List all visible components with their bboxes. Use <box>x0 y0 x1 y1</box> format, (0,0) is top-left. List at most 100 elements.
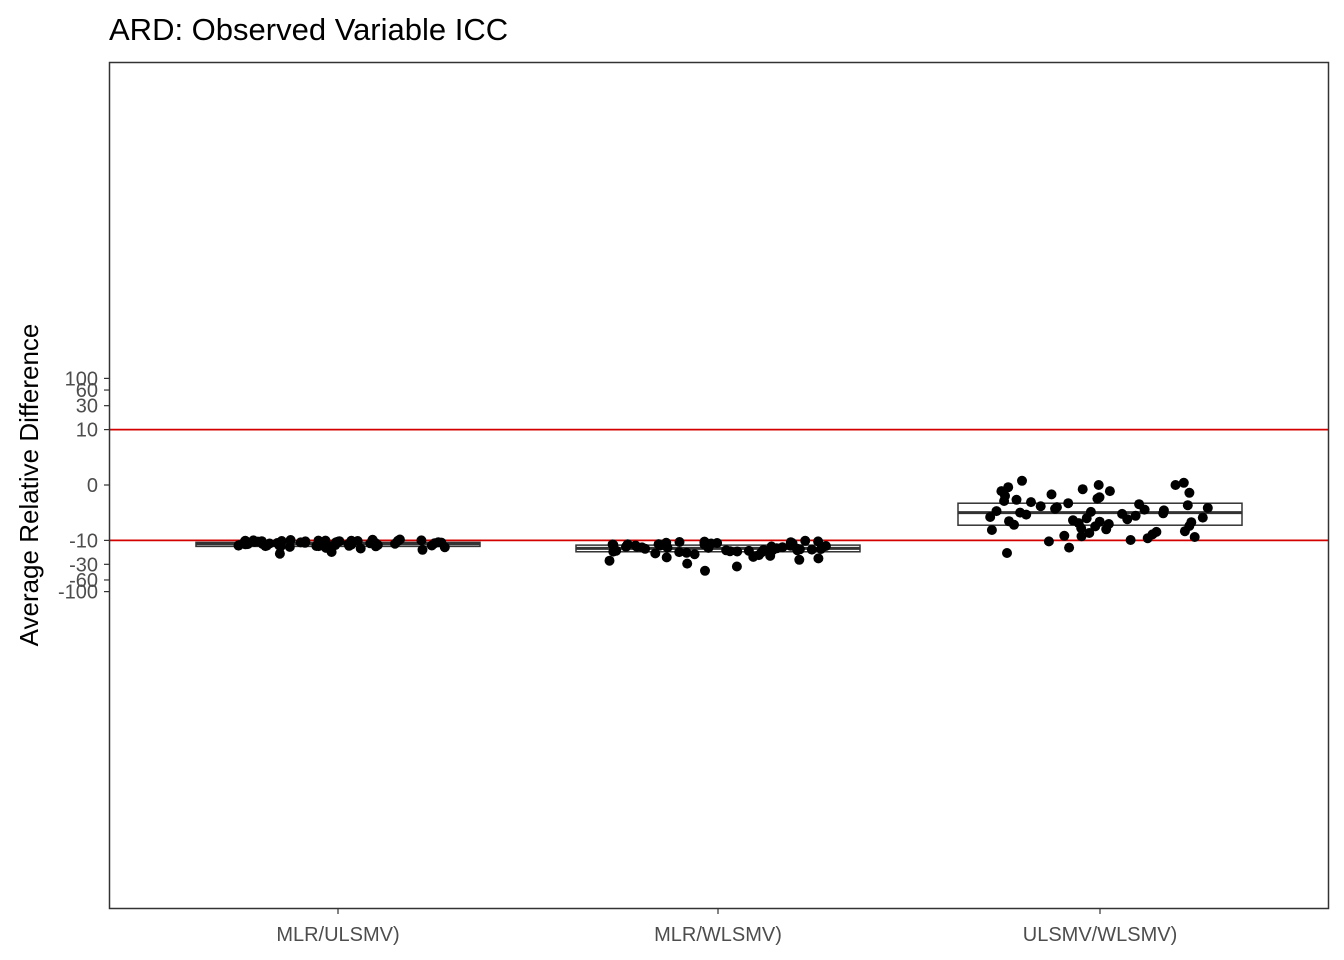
data-point-2-33 <box>1000 490 1010 501</box>
data-point-2-25 <box>1189 532 1200 542</box>
data-point-2-12 <box>1021 509 1032 520</box>
data-point-0-31 <box>284 541 295 552</box>
data-point-2-58 <box>1104 486 1115 497</box>
data-point-2-46 <box>1130 510 1141 521</box>
data-point-2-57 <box>1186 517 1197 528</box>
data-point-2-54 <box>1094 492 1105 503</box>
data-point-0-7 <box>416 535 427 546</box>
data-point-2-42 <box>1101 524 1112 535</box>
data-point-2-0 <box>1170 480 1181 490</box>
data-point-2-19 <box>1076 523 1087 534</box>
data-point-1-16 <box>806 544 817 555</box>
data-point-0-52 <box>252 536 263 547</box>
data-point-1-55 <box>607 539 618 550</box>
data-point-2-35 <box>1051 502 1062 513</box>
data-point-1-52 <box>640 543 651 554</box>
data-point-2-34 <box>1026 497 1036 508</box>
data-point-0-41 <box>300 537 310 548</box>
data-point-1-0 <box>813 536 824 547</box>
data-point-2-24 <box>1059 530 1070 541</box>
data-point-1-29 <box>813 553 824 564</box>
data-point-1-32 <box>731 561 742 572</box>
y-tick-label-7: 60 <box>76 380 98 402</box>
data-point-2-45 <box>1182 500 1193 511</box>
data-point-1-43 <box>661 537 672 548</box>
data-point-0-33 <box>439 542 450 553</box>
data-point-1-35 <box>820 541 831 551</box>
plot-panel-border <box>108 61 1330 910</box>
y-tick-label-5: 10 <box>76 420 98 442</box>
data-point-1-22 <box>674 547 685 558</box>
data-point-0-50 <box>390 538 400 549</box>
data-point-0-47 <box>274 548 285 559</box>
data-point-1-30 <box>604 555 615 566</box>
y-axis-label: Average Relative Difference <box>14 324 44 647</box>
data-point-2-48 <box>1184 487 1195 498</box>
data-point-2-28 <box>1043 536 1054 547</box>
data-point-2-7 <box>1063 498 1074 509</box>
data-point-1-57 <box>785 537 796 548</box>
data-point-0-48 <box>355 543 366 554</box>
data-point-1-39 <box>706 538 717 549</box>
data-point-2-2 <box>1093 480 1104 490</box>
data-point-0-53 <box>272 538 283 548</box>
data-point-2-56 <box>1158 508 1169 519</box>
data-point-2-39 <box>1068 515 1078 526</box>
data-point-0-45 <box>417 544 428 555</box>
data-point-2-52 <box>1179 526 1190 537</box>
data-point-2-44 <box>1011 494 1022 505</box>
x-tick-label-0: MLR/ULSMV) <box>276 924 399 946</box>
y-tick-label-6: 30 <box>76 396 98 418</box>
data-point-2-37 <box>1117 508 1128 519</box>
data-point-2-30 <box>1002 548 1012 558</box>
data-point-1-23 <box>681 547 692 558</box>
data-point-1-48 <box>748 551 759 562</box>
data-point-0-57 <box>313 541 324 552</box>
data-point-1-31 <box>682 558 693 569</box>
data-point-1-28 <box>661 552 672 563</box>
data-point-2-20 <box>986 525 997 535</box>
data-point-1-49 <box>794 554 805 565</box>
data-point-1-25 <box>689 549 700 560</box>
y-tick-label-0: -100 <box>58 582 98 604</box>
y-tick-label-3: -10 <box>69 530 98 552</box>
data-point-2-13 <box>985 512 996 522</box>
data-point-1-27 <box>765 550 776 561</box>
y-tick-label-1: -60 <box>69 570 98 592</box>
data-point-0-58 <box>372 540 383 550</box>
data-point-2-36 <box>991 506 1002 517</box>
data-point-2-29 <box>1064 542 1075 553</box>
data-point-1-38 <box>732 546 743 557</box>
data-point-2-22 <box>1084 528 1095 538</box>
data-point-2-59 <box>1202 502 1213 513</box>
data-point-2-50 <box>1085 506 1096 517</box>
data-point-1-1 <box>674 537 685 547</box>
data-point-2-8 <box>1035 501 1046 512</box>
data-point-1-47 <box>756 547 767 558</box>
chart-title: ARD: Observed Variable ICC <box>109 12 508 47</box>
data-point-1-50 <box>653 539 664 550</box>
data-point-2-43 <box>1077 484 1088 495</box>
data-point-2-26 <box>1142 533 1153 544</box>
data-point-2-51 <box>1197 512 1208 523</box>
data-point-0-56 <box>233 540 244 551</box>
data-point-2-32 <box>1003 482 1014 493</box>
data-point-2-4 <box>1046 489 1057 500</box>
y-tick-label-4: 0 <box>87 475 98 497</box>
data-point-0-36 <box>343 538 354 549</box>
data-point-1-33 <box>700 565 710 576</box>
data-point-2-47 <box>1094 516 1105 527</box>
x-tick-label-2: ULSMV/WLSMV) <box>1023 924 1177 946</box>
data-point-0-43 <box>426 540 437 551</box>
data-point-1-37 <box>794 544 805 555</box>
y-tick-label-2: -30 <box>69 554 98 576</box>
y-tick-label-8: 100 <box>65 368 98 390</box>
data-point-2-17 <box>1009 519 1019 530</box>
data-point-0-55 <box>242 539 253 550</box>
data-point-2-53 <box>1076 531 1087 542</box>
data-point-2-1 <box>1017 475 1027 486</box>
data-point-1-41 <box>777 542 788 553</box>
